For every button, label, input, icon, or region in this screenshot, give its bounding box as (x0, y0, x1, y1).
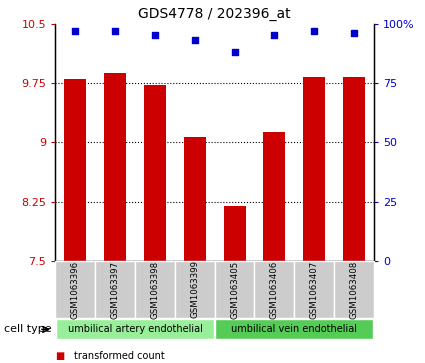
Text: GSM1063398: GSM1063398 (150, 260, 159, 319)
Point (72, 28, 79, 34)
Point (271, 33, 278, 38)
Point (112, 28, 119, 34)
Bar (64, 79, 86, 261)
Bar (264, 132, 285, 261)
Point (351, 30, 357, 36)
Title: GDS4778 / 202396_at: GDS4778 / 202396_at (138, 7, 291, 21)
Text: GSM1063397: GSM1063397 (110, 260, 119, 319)
Bar (184, 137, 206, 261)
Bar (104, 73, 126, 261)
Text: ■: ■ (55, 351, 65, 361)
Text: transformed count: transformed count (74, 351, 165, 361)
Text: GSM1063405: GSM1063405 (230, 260, 239, 319)
Point (311, 28, 317, 34)
Text: cell type: cell type (4, 325, 52, 334)
Bar (303, 77, 325, 261)
Bar (343, 77, 365, 261)
Text: umbilical artery endothelial: umbilical artery endothelial (68, 325, 202, 334)
Point (151, 33, 158, 38)
Point (191, 37, 198, 43)
Text: GSM1063408: GSM1063408 (350, 260, 359, 319)
Text: GSM1063407: GSM1063407 (310, 260, 319, 319)
Text: GSM1063399: GSM1063399 (190, 261, 199, 318)
Text: umbilical vein endothelial: umbilical vein endothelial (231, 325, 357, 334)
Text: GSM1063396: GSM1063396 (71, 260, 79, 319)
Bar (224, 206, 246, 261)
Bar (144, 85, 166, 261)
Point (231, 49, 238, 55)
Text: GSM1063406: GSM1063406 (270, 260, 279, 319)
